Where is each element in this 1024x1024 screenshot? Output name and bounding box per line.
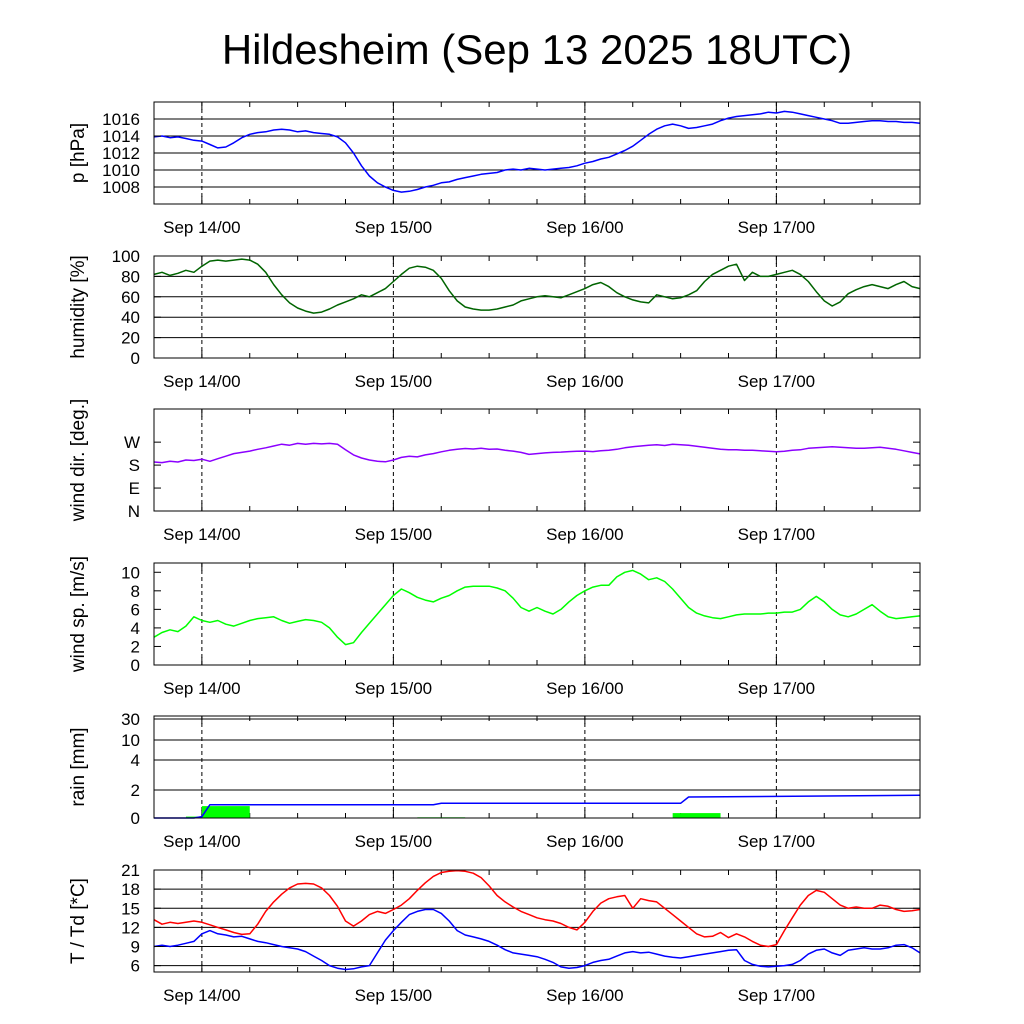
humidity-ytick-label: 80 — [121, 267, 140, 286]
wind_direction-series-line — [153, 442, 921, 464]
pressure-xtick-label: Sep 14/00 — [163, 218, 241, 237]
wind_direction-xtick-label: Sep 15/00 — [355, 525, 433, 544]
pressure-ytick-label: 1016 — [102, 110, 140, 129]
pressure-xtick-label: Sep 16/00 — [546, 218, 624, 237]
wind_direction-ylabel: wind dir. [deg.] — [68, 399, 89, 523]
humidity-frame — [153, 255, 921, 359]
temperature-ytick-label: 9 — [131, 938, 140, 957]
rain-ytick-label: 4 — [131, 751, 140, 770]
wind_speed-xtick-label: Sep 14/00 — [163, 679, 241, 698]
humidity-series-line — [153, 258, 921, 314]
pressure-frame — [153, 101, 921, 205]
pressure-ytick-label: 1014 — [102, 127, 140, 146]
rain-ytick-label: 0 — [131, 809, 140, 828]
humidity-ytick-label: 60 — [121, 288, 140, 307]
wind_speed-ytick-label: 10 — [121, 563, 140, 582]
humidity-ylabel: humidity [%] — [68, 255, 89, 358]
humidity-ytick-label: 100 — [112, 247, 140, 266]
rain-series-line — [154, 794, 921, 819]
temperature-xtick-label: Sep 14/00 — [163, 986, 241, 1005]
temperature-frame — [153, 869, 921, 973]
temperature-ytick-label: 6 — [131, 957, 140, 976]
pressure-xtick-label: Sep 15/00 — [355, 218, 433, 237]
rain-xtick-label: Sep 17/00 — [738, 832, 816, 851]
wind_direction-frame — [153, 408, 921, 512]
wind_speed-ytick-label: 2 — [131, 637, 140, 656]
pressure-xtick-label: Sep 17/00 — [738, 218, 816, 237]
wind_speed-ytick-label: 8 — [131, 582, 140, 601]
wind_speed-xtick-label: Sep 16/00 — [546, 679, 624, 698]
pressure-series-line — [153, 110, 921, 193]
wind_direction-xtick-label: Sep 17/00 — [738, 525, 816, 544]
temperature-ylabel: T / Td [*C] — [68, 878, 89, 964]
temperature-xtick-label: Sep 17/00 — [738, 986, 816, 1005]
humidity-xtick-label: Sep 16/00 — [546, 372, 624, 391]
humidity-xtick-label: Sep 17/00 — [738, 372, 816, 391]
rain-xtick-label: Sep 14/00 — [163, 832, 241, 851]
temperature-series-line — [153, 908, 921, 971]
rain-frame — [153, 715, 921, 819]
temperature-ytick-label: 18 — [121, 880, 140, 899]
humidity-xtick-label: Sep 14/00 — [163, 372, 241, 391]
rain-xtick-label: Sep 15/00 — [355, 832, 433, 851]
rain-xtick-label: Sep 16/00 — [546, 832, 624, 851]
pressure-ylabel: p [hPa] — [68, 123, 89, 183]
temperature-ytick-label: 12 — [121, 918, 140, 937]
pressure-ytick-label: 1008 — [102, 178, 140, 197]
wind_speed-frame — [153, 562, 921, 666]
rain-ytick-label: 10 — [121, 731, 140, 750]
wind_speed-xtick-label: Sep 15/00 — [355, 679, 433, 698]
wind_direction-ytick-label: E — [129, 479, 140, 498]
rain-bar — [201, 806, 250, 818]
temperature-ytick-label: 15 — [121, 899, 140, 918]
humidity-ytick-label: 20 — [121, 329, 140, 348]
wind_direction-ytick-label: N — [128, 502, 140, 521]
temperature-ytick-label: 21 — [121, 861, 140, 880]
wind_speed-ytick-label: 6 — [131, 600, 140, 619]
temperature-series-line — [153, 869, 921, 948]
wind_direction-xtick-label: Sep 16/00 — [546, 525, 624, 544]
humidity-xtick-label: Sep 15/00 — [355, 372, 433, 391]
rain-ytick-label: 2 — [131, 781, 140, 800]
wind_direction-ytick-label: S — [129, 456, 140, 475]
pressure-ytick-label: 1010 — [102, 161, 140, 180]
wind_speed-xtick-label: Sep 17/00 — [738, 679, 816, 698]
rain-ylabel: rain [mm] — [68, 727, 89, 806]
wind_speed-ylabel: wind sp. [m/s] — [68, 556, 89, 673]
wind_direction-ytick-label: W — [124, 433, 140, 452]
temperature-xtick-label: Sep 15/00 — [355, 986, 433, 1005]
chart-title: Hildesheim (Sep 13 2025 18UTC) — [221, 26, 853, 73]
wind_direction-xtick-label: Sep 14/00 — [163, 525, 241, 544]
humidity-ytick-label: 40 — [121, 308, 140, 327]
wind_speed-series-line — [153, 569, 921, 646]
rain-ytick-label: 30 — [121, 710, 140, 729]
humidity-ytick-label: 0 — [131, 349, 140, 368]
wind_speed-ytick-label: 4 — [131, 619, 140, 638]
pressure-ytick-label: 1012 — [102, 144, 140, 163]
temperature-xtick-label: Sep 16/00 — [546, 986, 624, 1005]
wind_speed-ytick-label: 0 — [131, 656, 140, 675]
rain-bar — [672, 813, 721, 818]
